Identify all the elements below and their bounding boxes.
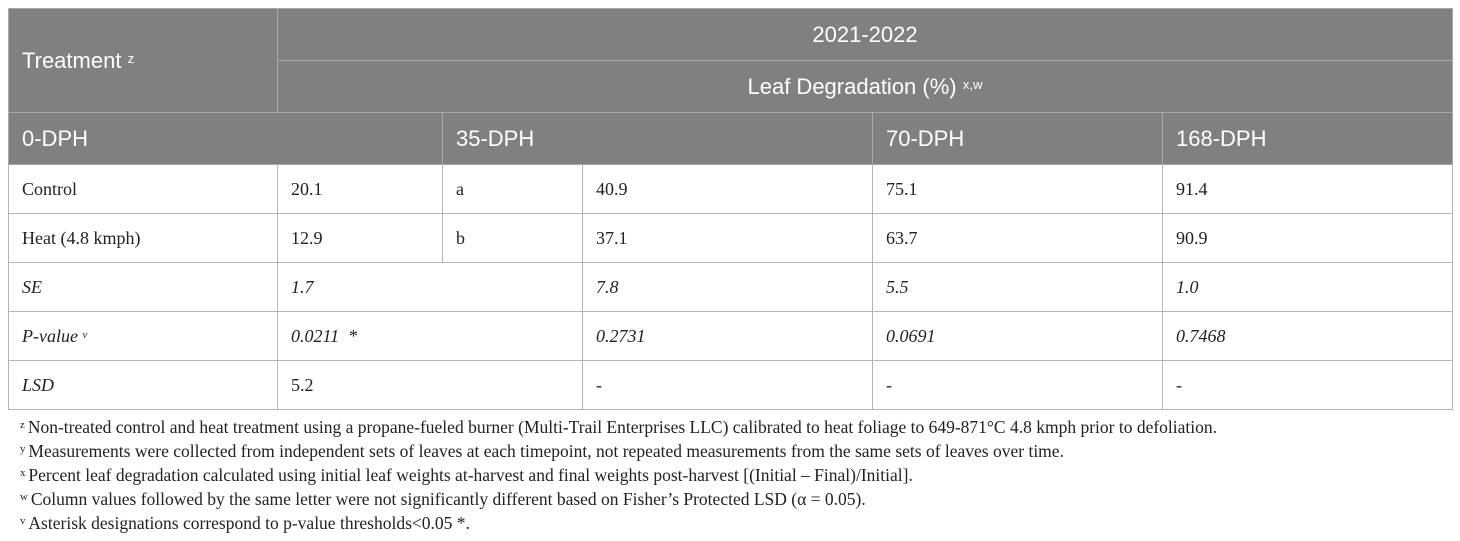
cell-168dph: 0.7468 [1161,311,1454,361]
header-col-70dph: 70-DPH [872,112,1163,165]
footnote-y: y Measurements were collected from indepe… [20,439,1452,463]
cell-letter: a [442,164,583,214]
cell-70dph: 75.1 [872,164,1163,214]
footnote-text: Non-treated control and heat treatment u… [27,417,1218,437]
cell-168dph: - [1161,360,1454,410]
cell-70dph: - [872,360,1163,410]
row-label: Heat (4.8 kmph) [8,213,278,263]
header-treatment: Treatment z [8,8,278,113]
table-row-control: Control 20.1 a 40.9 75.1 91.4 [8,164,1454,214]
cell-70dph: 63.7 [872,213,1163,263]
footnote-marker: w [20,491,28,504]
header-measure: Leaf Degradation (%) x,w [276,60,1454,113]
table-footnotes: z Non-treated control and heat treatment … [8,415,1452,535]
cell-70dph: 5.5 [872,262,1163,312]
row-label: P-value v [8,311,278,361]
header-col-168dph: 168-DPH [1161,112,1454,165]
cell-0dph: 12.9 [277,213,443,263]
cell-35dph: 0.2731 [582,311,873,361]
cell-168dph: 91.4 [1161,164,1454,214]
table-row-se: SE 1.7 7.8 5.5 1.0 [8,262,1454,312]
cell-35dph: - [582,360,873,410]
footnote-z: z Non-treated control and heat treatment … [20,415,1452,439]
cell-letter: b [442,213,583,263]
footnote-marker: y [20,443,26,456]
cell-0dph: 0.0211 * [277,311,583,361]
cell-0dph: 20.1 [277,164,443,214]
header-treatment-sup: z [127,50,135,66]
pvalue-label: P-value [22,325,78,346]
cell-70dph: 0.0691 [872,311,1163,361]
footnote-marker: z [20,419,25,432]
header-year: 2021-2022 [276,8,1454,61]
table-row-pvalue: P-value v 0.0211 * 0.2731 0.0691 0.7468 [8,311,1454,361]
cell-35dph: 37.1 [582,213,873,263]
footnote-marker: v [20,515,26,528]
footnote-x: x Percent leaf degradation calculated usi… [20,463,1452,487]
header-measure-label: Leaf Degradation (%) [747,73,957,99]
footnote-marker: x [20,467,26,480]
cell-0dph: 1.7 [277,262,583,312]
row-label: LSD [8,360,278,410]
footnote-text: Measurements were collected from indepen… [28,441,1064,461]
header-treatment-label: Treatment [22,47,122,73]
cell-0dph: 5.2 [277,360,583,410]
table-row-lsd: LSD 5.2 - - - [8,360,1454,410]
cell-168dph: 1.0 [1161,262,1454,312]
pvalue-sup: v [82,328,88,341]
header-col-35dph: 35-DPH [442,112,873,165]
footnote-text: Asterisk designations correspond to p-va… [28,513,470,533]
cell-35dph: 40.9 [582,164,873,214]
footnote-w: w Column values followed by the same lett… [20,487,1452,511]
table-row-heat: Heat (4.8 kmph) 12.9 b 37.1 63.7 90.9 [8,213,1454,263]
cell-168dph: 90.9 [1161,213,1454,263]
results-table-container: Treatment z 2021-2022 Leaf Degradation (… [8,8,1454,535]
cell-35dph: 7.8 [582,262,873,312]
footnote-text: Percent leaf degradation calculated usin… [28,465,913,485]
row-label: Control [8,164,278,214]
footnote-text: Column values followed by the same lette… [30,489,866,509]
header-col-0dph: 0-DPH [8,112,443,165]
row-label: SE [8,262,278,312]
footnote-v: v Asterisk designations correspond to p-v… [20,511,1452,535]
header-measure-sup: x,w [962,76,983,92]
leaf-degradation-table: Treatment z 2021-2022 Leaf Degradation (… [8,8,1454,410]
